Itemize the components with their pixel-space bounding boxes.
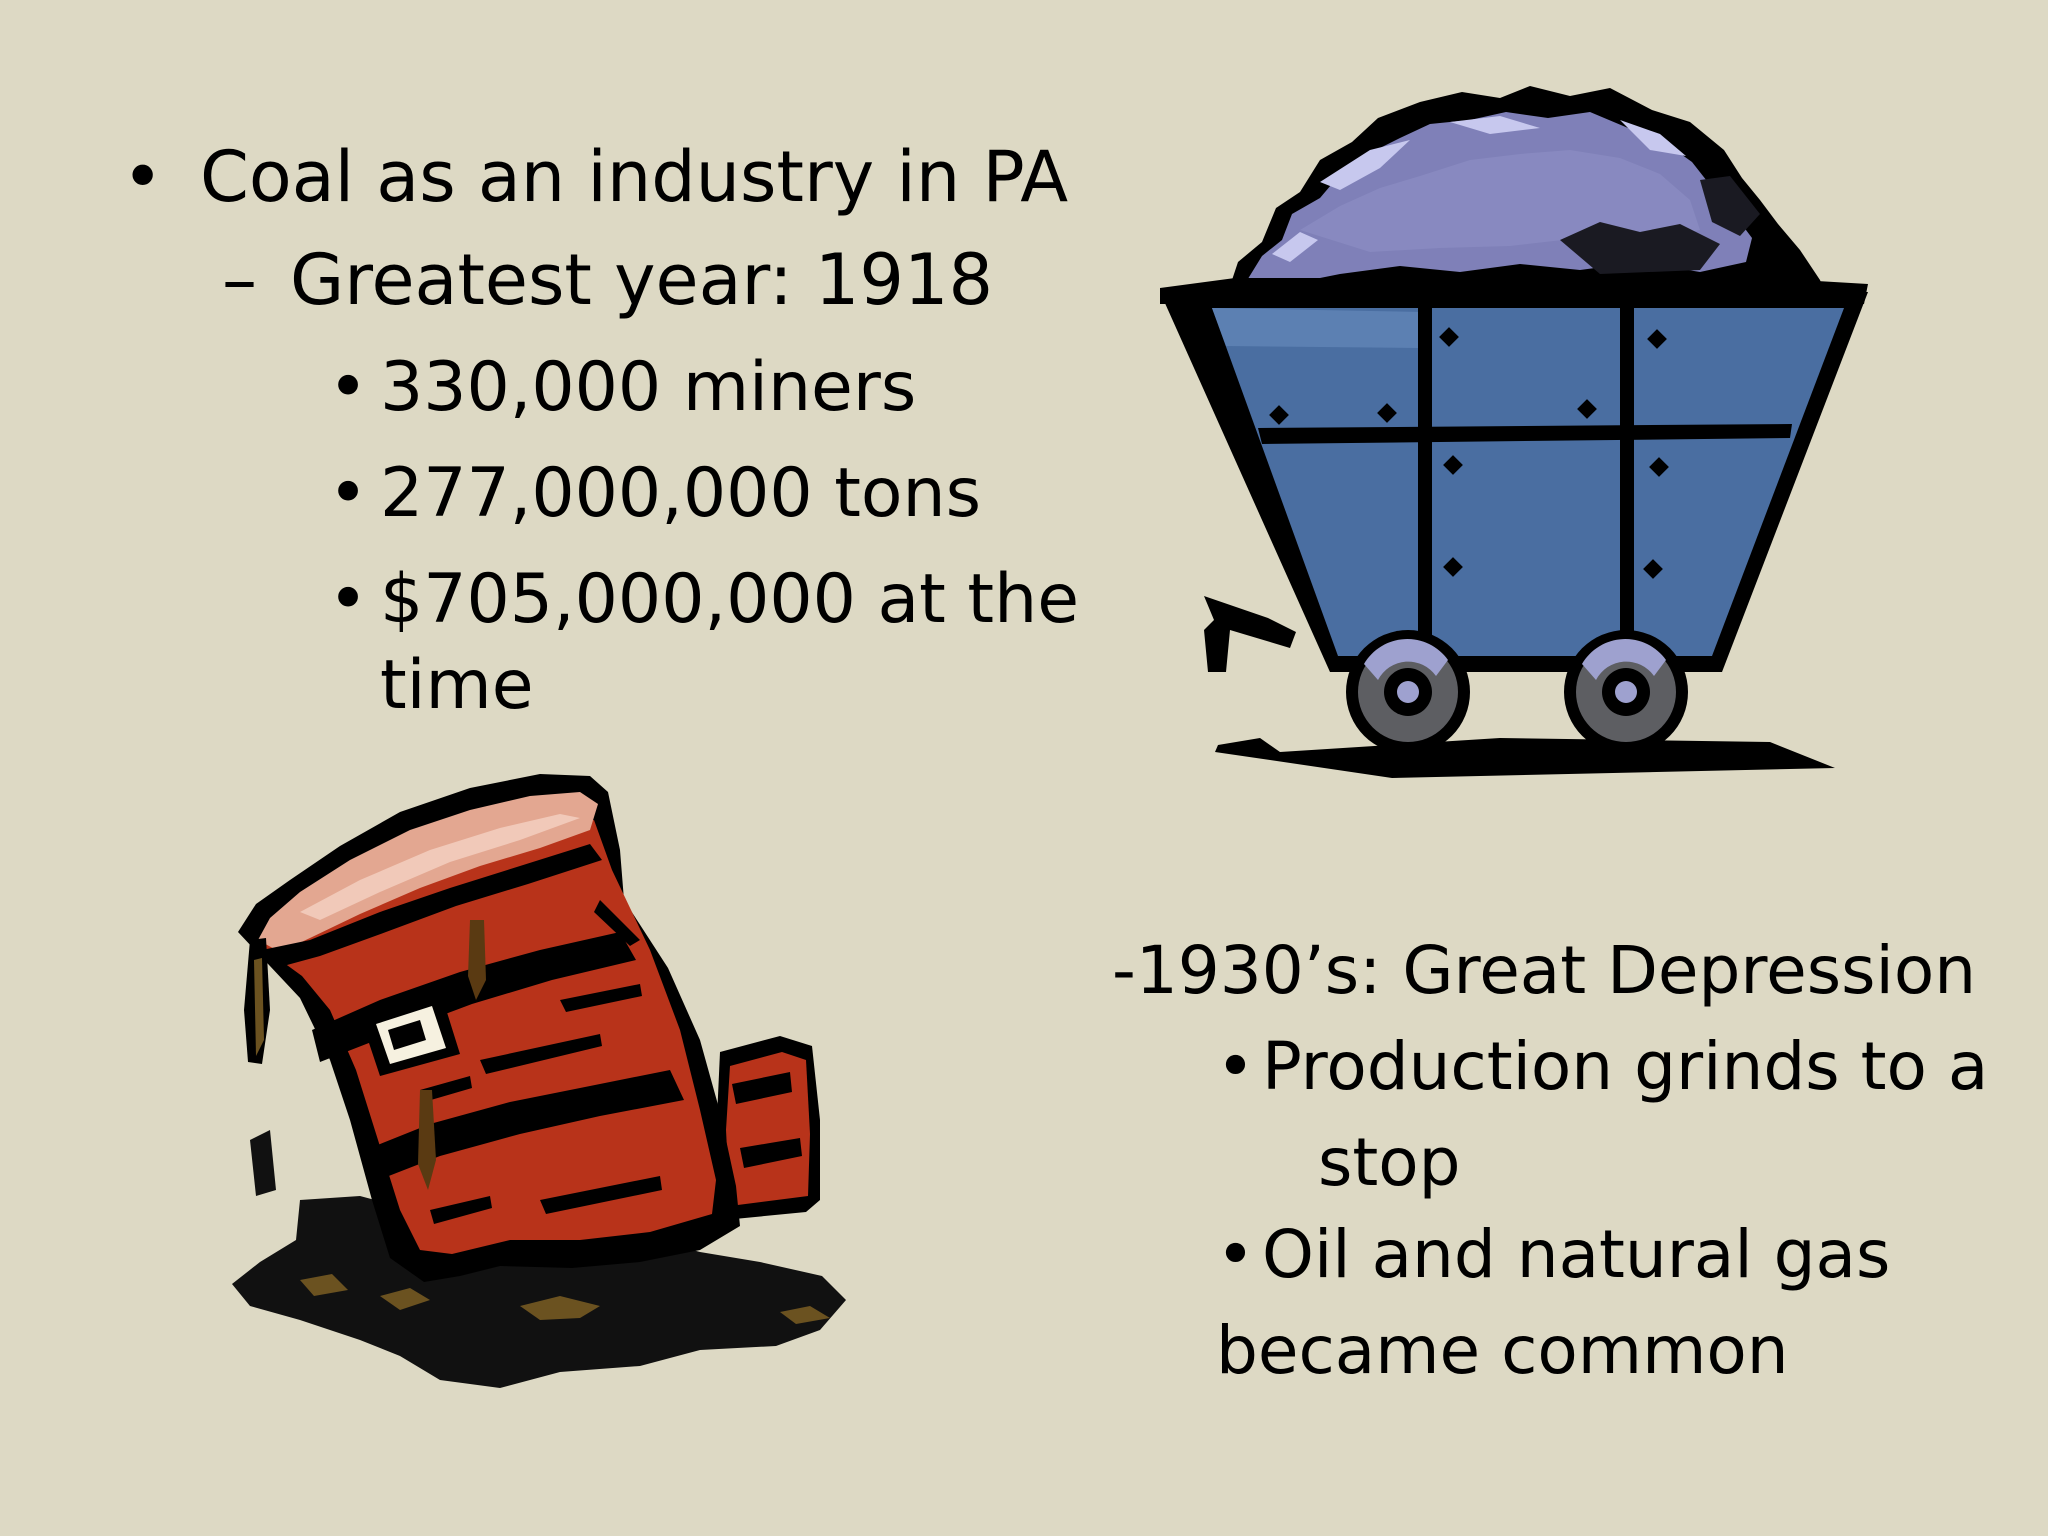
item-production: Production grinds to a bbox=[1262, 1028, 1989, 1105]
subheading-greatest-year: Greatest year: 1918 bbox=[290, 239, 994, 321]
heading-coal-industry: Coal as an industry in PA bbox=[200, 136, 1069, 218]
item-oil-gas-cont: became common bbox=[1216, 1312, 1789, 1389]
bullet: • bbox=[1216, 1216, 1255, 1293]
dash: – bbox=[222, 239, 257, 321]
bullet: • bbox=[328, 560, 369, 639]
item-production-cont: stop bbox=[1318, 1124, 1461, 1201]
item-miners: 330,000 miners bbox=[380, 348, 917, 427]
item-value: $705,000,000 at the bbox=[380, 560, 1080, 639]
item-value-cont: time bbox=[380, 646, 534, 725]
heading-great-depression: -1930’s: Great Depression bbox=[1112, 932, 1977, 1009]
bullet: • bbox=[1216, 1028, 1255, 1105]
bullet: • bbox=[328, 454, 369, 533]
bullet: • bbox=[328, 348, 369, 427]
bullet: • bbox=[122, 136, 164, 218]
item-oil-gas: Oil and natural gas bbox=[1262, 1216, 1891, 1293]
item-tons: 277,000,000 tons bbox=[380, 454, 982, 533]
